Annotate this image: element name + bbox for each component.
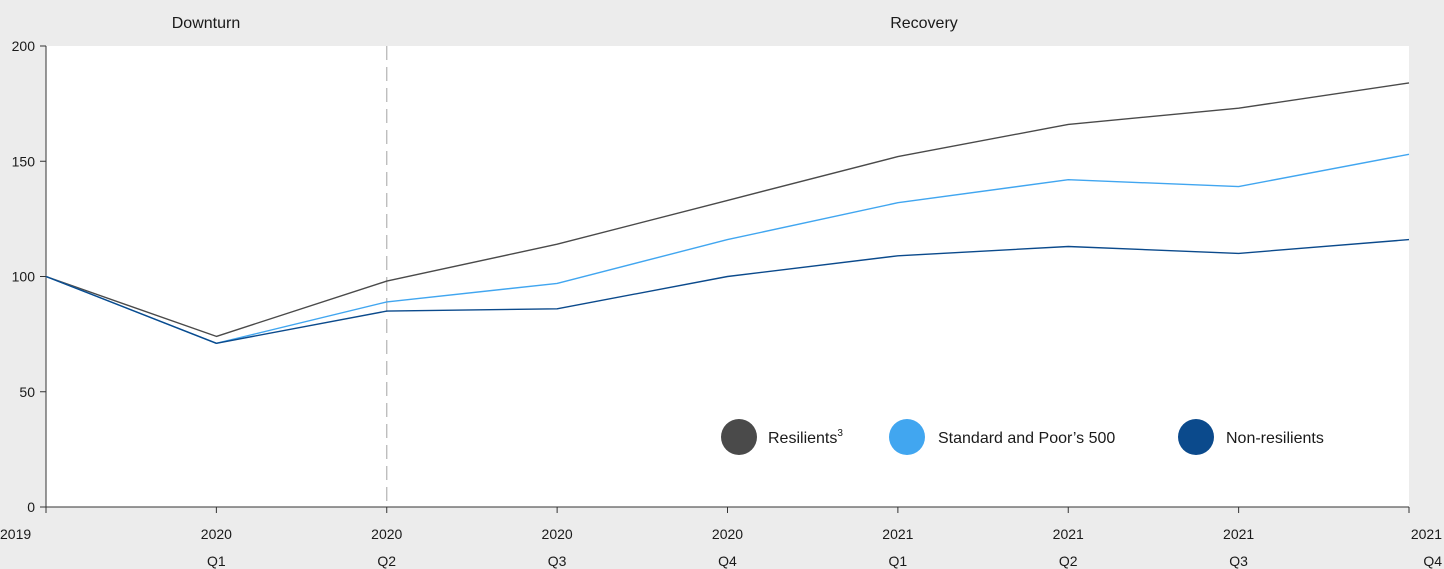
legend-label-resilients: Resilients3 bbox=[768, 428, 843, 447]
x-tick-label-year: 2020 bbox=[201, 526, 232, 542]
series-lines bbox=[45, 82, 1410, 344]
phase-label-downturn: Downturn bbox=[172, 15, 240, 32]
phase-label-recovery: Recovery bbox=[890, 15, 958, 32]
x-tick-label-year: 2021 bbox=[1223, 526, 1254, 542]
x-tick-label-year: 2020 bbox=[712, 526, 743, 542]
x-tick-label-quarter: Q3 bbox=[1229, 553, 1248, 569]
x-tick-label-quarter: Q1 bbox=[207, 553, 226, 569]
x-tick-label-year: 2020 bbox=[371, 526, 402, 542]
legend-swatch-resilients bbox=[721, 419, 757, 455]
y-tick-label: 200 bbox=[12, 38, 36, 54]
legend-text-resilients: Resilients bbox=[768, 430, 837, 447]
legend-item-resilients[interactable]: Resilients3 bbox=[721, 419, 843, 455]
x-tick-label-quarter: Q1 bbox=[889, 553, 908, 569]
series-line-standard-and-poor-s-500 bbox=[45, 153, 1410, 344]
series-line-non-resilients bbox=[45, 238, 1410, 344]
x-tick-label-quarter: Q2 bbox=[1059, 553, 1078, 569]
legend-swatch-non-resilients bbox=[1178, 419, 1214, 455]
x-tick-label-year: 2021 bbox=[882, 526, 913, 542]
phase-labels: Downturn Recovery bbox=[172, 15, 958, 32]
legend-item-non-resilients[interactable]: Non-resilients bbox=[1178, 419, 1324, 455]
x-tick-label-year: 2021 bbox=[1053, 526, 1084, 542]
axes: 0 50 100 150 200 2019 2020 Q1 2020 Q2 2020 Q3 2020 Q4… bbox=[0, 38, 1442, 569]
x-tick-label-quarter: Q4 bbox=[718, 553, 737, 569]
legend: Resilients3 Standard and Poor’s 500 Non-… bbox=[721, 419, 1324, 455]
x-tick-label-year: 2020 bbox=[542, 526, 573, 542]
y-tick-label: 150 bbox=[12, 153, 36, 169]
legend-item-sp500[interactable]: Standard and Poor’s 500 bbox=[889, 419, 1115, 455]
series-line-resilients bbox=[45, 82, 1410, 338]
x-tick-label-year: 2021 bbox=[1411, 526, 1442, 542]
legend-swatch-sp500 bbox=[889, 419, 925, 455]
x-tick-label-year: 2019 bbox=[0, 526, 31, 542]
legend-label-non-resilients: Non-resilients bbox=[1226, 430, 1324, 447]
x-tick-label-quarter: Q3 bbox=[548, 553, 567, 569]
x-tick-label-quarter: Q4 bbox=[1423, 553, 1442, 569]
legend-label-sp500: Standard and Poor’s 500 bbox=[938, 430, 1115, 447]
y-tick-label: 50 bbox=[19, 384, 35, 400]
legend-superscript-resilients: 3 bbox=[837, 428, 843, 439]
x-tick-label-quarter: Q2 bbox=[377, 553, 396, 569]
y-tick-label: 100 bbox=[12, 269, 36, 285]
y-tick-label: 0 bbox=[27, 499, 35, 515]
